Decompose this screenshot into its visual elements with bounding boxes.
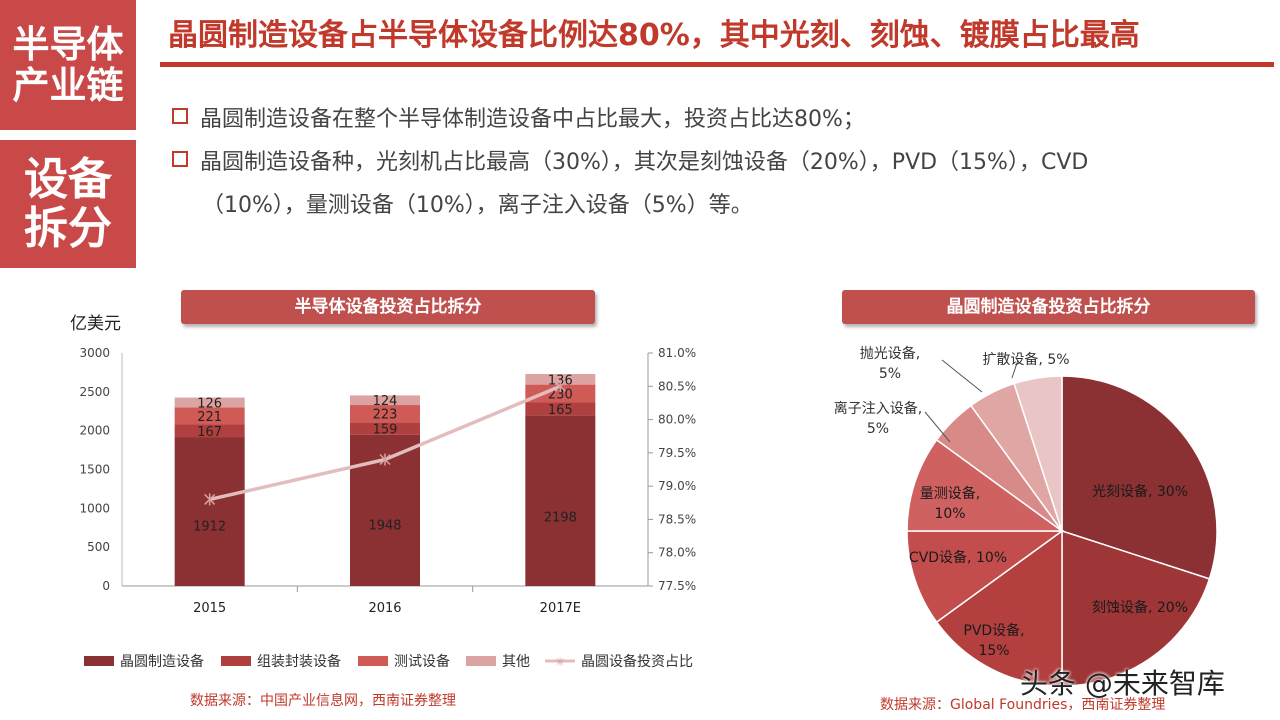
bullet-text: 晶圆制造设备种，光刻机占比最高（30%），其次是刻蚀设备（20%），PVD（15…	[200, 150, 1089, 175]
pie-leader-line	[924, 411, 951, 443]
pie-chart-title: 晶圆制造设备投资占比拆分	[842, 290, 1255, 324]
bar-chart: 亿美元 0 500 1000 1500 2000 2500 3000 77.5% 78.0% 78.…	[70, 314, 696, 670]
pie-slice-label: 扩散设备, 5%	[982, 351, 1069, 368]
bar-data-label: 2198	[544, 511, 577, 526]
y-tick-label: 1500	[79, 463, 110, 477]
pie-leader-line	[941, 359, 983, 393]
pie-chart-source: 数据来源：Global Foundries，西南证券整理	[880, 697, 1166, 713]
bar-chart-source: 数据来源：中国产业信息网，西南证券整理	[190, 693, 456, 709]
bar-data-label: 159	[373, 423, 398, 438]
ratio-point	[204, 493, 216, 506]
x-tick-label: 2016	[368, 601, 401, 616]
bar-data-label: 223	[373, 408, 398, 423]
legend-item: 组装封装设备	[221, 653, 341, 670]
bar-data-label: 165	[548, 403, 573, 418]
y2-tick-label: 81.0%	[658, 346, 696, 360]
y-tick-label: 2500	[79, 385, 110, 399]
bullet-item: 晶圆制造设备在整个半导体制造设备中占比最大，投资占比达80%；	[172, 98, 865, 141]
y2-tick-label: 79.0%	[658, 479, 696, 493]
pie-slice-label: 刻蚀设备, 20%	[1092, 599, 1188, 616]
pie-leader-line	[1011, 359, 1019, 379]
y-tick-label: 0	[102, 579, 110, 593]
pie-slice-label: CVD设备, 10%	[909, 549, 1007, 566]
bar-segment	[525, 402, 596, 416]
bar-data-label: 126	[197, 396, 222, 411]
pie-slice	[906, 438, 1065, 532]
y-axis-title: 亿美元	[70, 314, 121, 334]
bullet-item: 晶圆制造设备种，光刻机占比最高（30%），其次是刻蚀设备（20%），PVD（15…	[172, 141, 1232, 227]
y2-tick-label: 77.5%	[658, 579, 696, 593]
x-tick-label: 2017E	[540, 601, 581, 616]
pie-slice-label: 抛光设备, 5%	[860, 345, 920, 382]
pie-slice-label: 离子注入设备, 5%	[834, 400, 922, 437]
bullet-square-icon	[172, 151, 188, 167]
bar-segment	[174, 424, 245, 438]
y2-tick-label: 78.0%	[658, 546, 696, 560]
bar-segment	[350, 422, 420, 435]
y-tick-label: 3000	[79, 346, 110, 360]
sidebar-block-industry-chain: 半导体 产业链	[0, 0, 136, 130]
sidebar-block1-line1: 半导体	[12, 22, 124, 66]
bar-segment	[174, 397, 245, 408]
bar-segment	[350, 405, 420, 423]
legend-item: 测试设备	[358, 653, 450, 670]
legend-item: ✳ 晶圆设备投资占比	[545, 653, 693, 670]
legend-swatch	[358, 656, 388, 666]
pie-slice	[935, 529, 1063, 687]
legend-item: 晶圆制造设备	[84, 653, 204, 670]
pie-slice-label: 量测设备, 10%	[920, 485, 980, 522]
legend-label: 晶圆制造设备	[120, 653, 204, 670]
y-tick-label: 1000	[79, 501, 110, 515]
sidebar-block1-line2: 产业链	[12, 64, 124, 107]
legend-swatch	[466, 656, 496, 666]
bar-data-label: 221	[197, 410, 222, 425]
bar-data-label: 1948	[368, 518, 401, 533]
pie-slice	[1061, 529, 1211, 687]
bar-data-label: 167	[197, 425, 222, 440]
bullet-text-continued: （10%），量测设备（10%），离子注入设备（5%）等。	[202, 193, 753, 218]
ratio-point	[379, 453, 391, 466]
pie-slice	[1013, 375, 1063, 532]
legend-swatch	[221, 656, 251, 666]
bar-chart-title: 半导体设备投资占比拆分	[181, 290, 595, 324]
ratio-point	[554, 380, 566, 393]
legend-label: 晶圆设备投资占比	[581, 653, 693, 670]
bullet-text: 晶圆制造设备在整个半导体制造设备中占比最大，投资占比达80%；	[200, 107, 865, 132]
legend-marker: ✳	[555, 655, 565, 669]
pie-slice-label: 光刻设备, 30%	[1092, 483, 1188, 500]
legend-swatch	[84, 656, 114, 666]
bar-data-label: 124	[373, 394, 398, 409]
y2-tick-label: 80.0%	[658, 413, 696, 427]
bullet-square-icon	[172, 108, 188, 124]
sidebar-block2-line1: 设备	[24, 153, 112, 205]
x-tick-label: 2015	[193, 601, 226, 616]
y2-tick-label: 80.5%	[658, 379, 696, 393]
sidebar-block2-line2: 拆分	[24, 203, 112, 254]
legend-label: 组装封装设备	[257, 653, 341, 670]
bar-segment	[525, 374, 596, 385]
title-divider	[160, 62, 1274, 67]
legend-item: 其他	[466, 654, 530, 670]
y-tick-label: 2000	[79, 424, 110, 438]
bar-data-label: 230	[548, 388, 573, 403]
bar-data-label: 1912	[193, 520, 226, 535]
pie-chart: 光刻设备, 30% 刻蚀设备, 20% PVD设备, 15% CVD设备, 10% 量测设…	[834, 345, 1218, 687]
bar-segment	[174, 407, 245, 425]
bar-segment	[525, 415, 596, 586]
y2-tick-label: 78.5%	[658, 512, 696, 526]
pie-slice	[1061, 375, 1218, 580]
y-tick-label: 500	[87, 540, 110, 554]
legend-label: 测试设备	[394, 653, 450, 670]
bar-segment	[525, 384, 596, 403]
pie-slice	[906, 530, 1065, 624]
watermark: 头条 @未来智库	[1020, 667, 1225, 700]
pie-slice-label: PVD设备, 15%	[963, 622, 1024, 659]
page-title: 晶圆制造设备占半导体设备比例达80%，其中光刻、刻蚀、镀膜占比最高	[168, 18, 1140, 53]
bar-segment	[174, 437, 245, 586]
sidebar-block-equipment-breakdown: 设备 拆分	[0, 140, 136, 268]
y2-tick-label: 79.5%	[658, 446, 696, 460]
legend-label: 其他	[502, 654, 530, 670]
bar-segment	[350, 395, 420, 406]
